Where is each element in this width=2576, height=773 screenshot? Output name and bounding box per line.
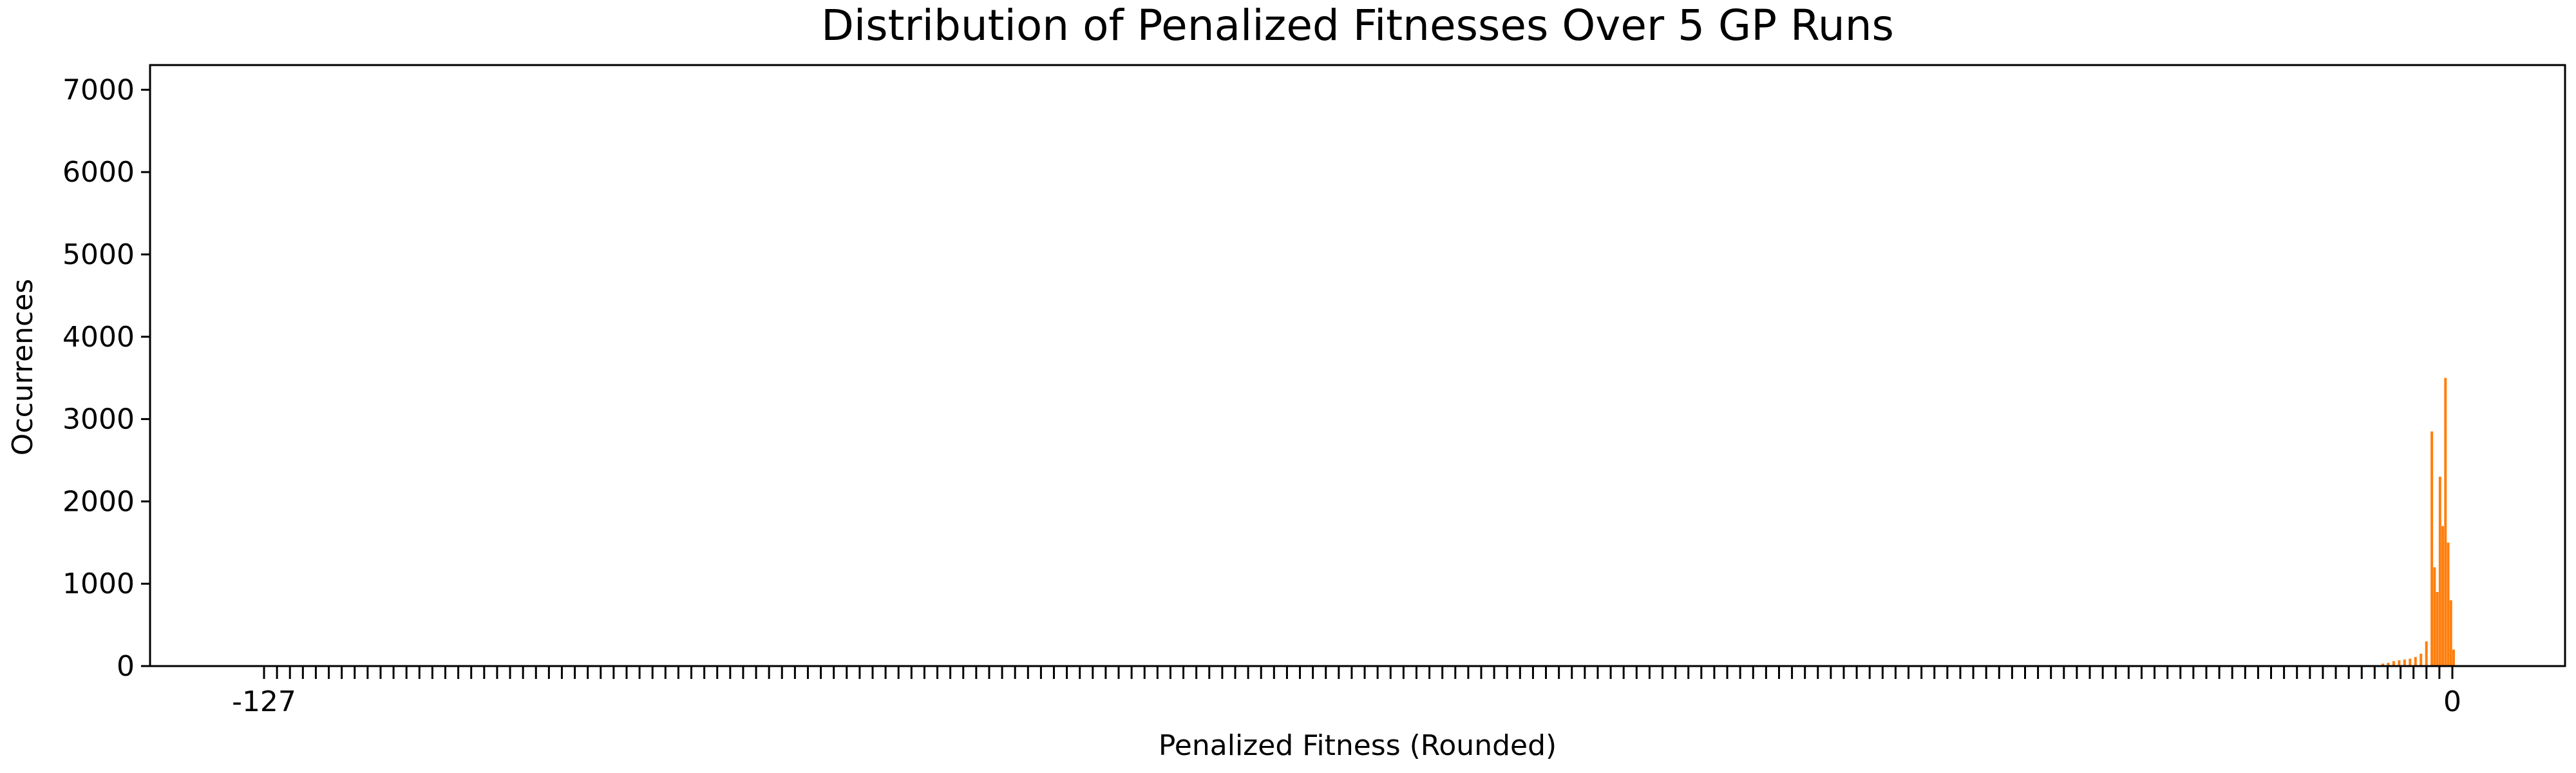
histogram-bar	[2441, 526, 2445, 666]
y-axis-label: Occurrences	[6, 279, 39, 455]
histogram-bar	[2414, 656, 2417, 666]
histogram-bar	[2444, 377, 2447, 666]
y-tick-label: 1000	[62, 568, 135, 600]
y-tick-label: 2000	[62, 485, 135, 518]
y-tick-label: 6000	[62, 156, 135, 189]
histogram-bar	[2452, 649, 2455, 666]
histogram-bar	[2403, 659, 2406, 666]
plot-frame	[149, 64, 2566, 667]
histogram-bar	[2438, 477, 2441, 666]
histogram-bar	[2420, 653, 2423, 666]
y-tick-label: 0	[117, 650, 135, 683]
histogram-bar	[2447, 542, 2450, 666]
histogram-bar	[2430, 431, 2434, 666]
histogram-bar	[2436, 591, 2439, 666]
chart-title: Distribution of Penalized Fitnesses Over…	[821, 1, 1894, 50]
histogram-bar	[2449, 600, 2452, 666]
y-tick-label: 3000	[62, 403, 135, 436]
y-tick-label: 5000	[62, 238, 135, 271]
histogram-bar	[2398, 660, 2401, 666]
x-axis-label: Penalized Fitness (Rounded)	[1159, 729, 1557, 762]
x-tick-label-first: -127	[232, 685, 296, 718]
histogram-bar	[2392, 661, 2395, 666]
histogram-bar	[2409, 658, 2412, 666]
y-tick-label: 7000	[62, 73, 135, 106]
y-tick-label: 4000	[62, 321, 135, 354]
histogram-bar	[2425, 641, 2428, 666]
x-axis: -127 0	[232, 666, 2461, 718]
histogram-bar	[2387, 662, 2390, 666]
x-tick-label-last: 0	[2443, 685, 2461, 718]
histogram-bar	[2433, 567, 2436, 666]
bars-group	[2382, 377, 2455, 666]
y-axis: 0 1000 2000 3000 4000 5000 6000 7000	[62, 73, 150, 683]
histogram-bar	[2382, 663, 2384, 666]
